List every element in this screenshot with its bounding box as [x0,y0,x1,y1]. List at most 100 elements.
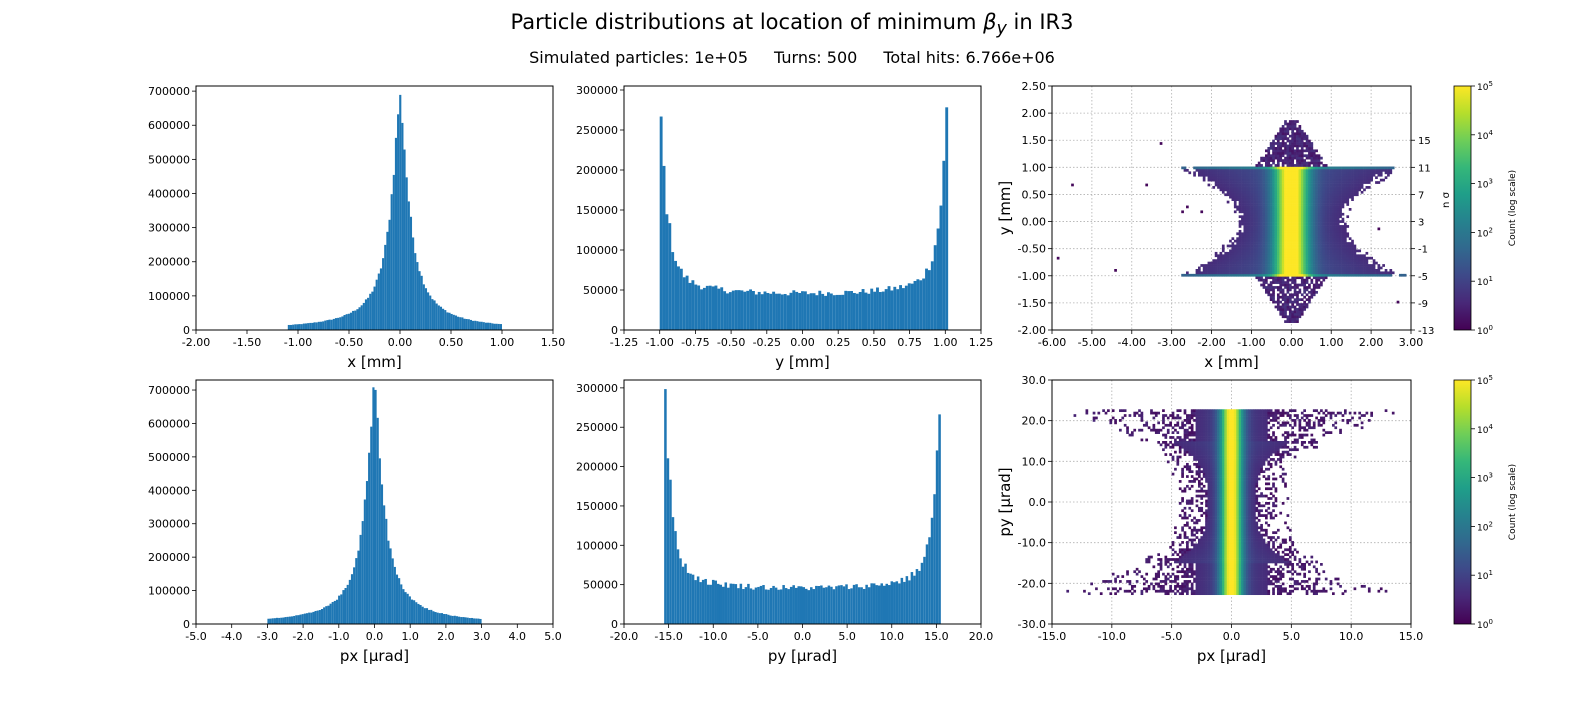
heatmap-cell [1284,208,1287,211]
histogram-bar [890,581,894,624]
heatmap-cell [1241,563,1244,566]
heatmap-cell [1370,271,1374,275]
heatmap-cell [1284,149,1287,153]
heatmap-cell [1212,560,1216,564]
heatmap-cell [1219,577,1223,581]
heatmap-cell [1241,168,1244,172]
heatmap-cell [1308,247,1311,250]
heatmap-cell [1205,545,1208,549]
histogram-bar [438,613,441,624]
heatmap-cell [1291,151,1295,155]
heatmap-cell [1229,560,1232,564]
heatmap-cell [1272,545,1275,549]
x-tick-label: 0.50 [862,336,887,349]
heatmap-cell [1231,244,1235,248]
heatmap-cell [1286,129,1290,133]
heatmap-cell [1257,565,1261,569]
heatmap-cell [1276,560,1280,564]
heatmap-cell [1241,171,1244,175]
heatmap-cell [1322,164,1326,167]
heatmap-cell [1279,234,1283,238]
histogram-bar [451,615,454,624]
heatmap-cell [1202,166,1206,170]
heatmap-cell [1265,188,1268,192]
heatmap-cell [1315,244,1318,248]
heatmap-cell [1308,290,1311,294]
heatmap-cell [1384,168,1388,172]
heatmap-cell [1231,545,1235,549]
heatmap-cell [1229,545,1232,549]
heatmap-cell [1360,190,1364,194]
histogram-bar [794,587,798,624]
histogram-bar [482,322,485,330]
heatmap-cell [1288,259,1292,262]
heatmap-cell [1291,188,1295,192]
heatmap-cell [1233,195,1237,199]
heatmap-cell [1243,168,1247,172]
heatmap-cell [1250,254,1254,258]
heatmap-cell [1188,273,1192,277]
heatmap-cell [1387,168,1390,172]
heatmap-cell [1288,550,1292,554]
heatmap-cell [1329,225,1333,228]
heatmap-cell [1339,259,1342,262]
heatmap-cell [1293,134,1297,138]
heatmap-cell [1291,320,1295,323]
heatmap-cell [1245,229,1249,233]
heatmap-cell [1379,266,1383,270]
histogram-bar [337,317,340,330]
heatmap-cell [1169,545,1172,549]
heatmap-cell [1286,563,1290,566]
y-tick-label: 2.00 [1022,107,1047,120]
heatmap-cell [1200,575,1204,578]
heatmap-cell [1236,183,1239,187]
y-tick-label: 500000 [148,153,190,166]
heatmap-cell [1214,264,1218,267]
heatmap-cell [1243,220,1247,223]
heatmap-cell [1238,193,1242,197]
heatmap-cell [1327,247,1330,250]
heatmap-cell [1253,205,1256,209]
heatmap-cell [1245,269,1249,272]
heatmap-cell [1355,256,1359,260]
heatmap-cell [1099,592,1103,596]
y-tick-label: -2.00 [1018,324,1046,337]
heatmap-cell [1186,584,1189,588]
heatmap-cell [1332,205,1335,209]
heatmap-cell [1284,156,1287,160]
heatmap-cell [1176,553,1180,556]
heatmap-cell [1114,587,1117,591]
heatmap-cell [1310,555,1314,559]
heatmap-cell [1200,541,1204,544]
heatmap-cell [1293,582,1297,586]
heatmap-cell [1315,283,1318,287]
heatmap-cell [1286,215,1290,219]
heatmap-cell [1269,247,1273,250]
heatmap-cell [1363,271,1366,275]
heatmap-cell [1343,166,1347,170]
heatmap-cell [1284,195,1287,199]
heatmap-cell [1202,587,1206,591]
histogram-bar [810,587,813,624]
heatmap-cell [1262,281,1266,284]
heatmap-cell [1243,582,1247,586]
heatmap-cell [1334,254,1338,258]
heatmap-cell [1245,215,1249,219]
x-tick-label: -3.0 [257,630,278,643]
heatmap-cell [1341,186,1345,189]
heatmap-cell [1322,173,1326,177]
heatmap-cell [1334,577,1338,581]
histogram-bar [282,617,285,624]
heatmap-cell [1310,190,1314,194]
heatmap-cell [1276,149,1280,153]
heatmap-cell [1212,558,1216,561]
heatmap-cell [1286,144,1290,148]
heatmap-cell [1396,300,1400,304]
heatmap-cell [1281,303,1285,306]
heatmap-cell [1305,244,1309,248]
heatmap-cell [1370,264,1374,267]
histogram-bar [910,283,914,330]
heatmap-cell [1174,580,1177,583]
heatmap-cell [1262,237,1266,241]
heatmap-cell [1253,171,1256,175]
